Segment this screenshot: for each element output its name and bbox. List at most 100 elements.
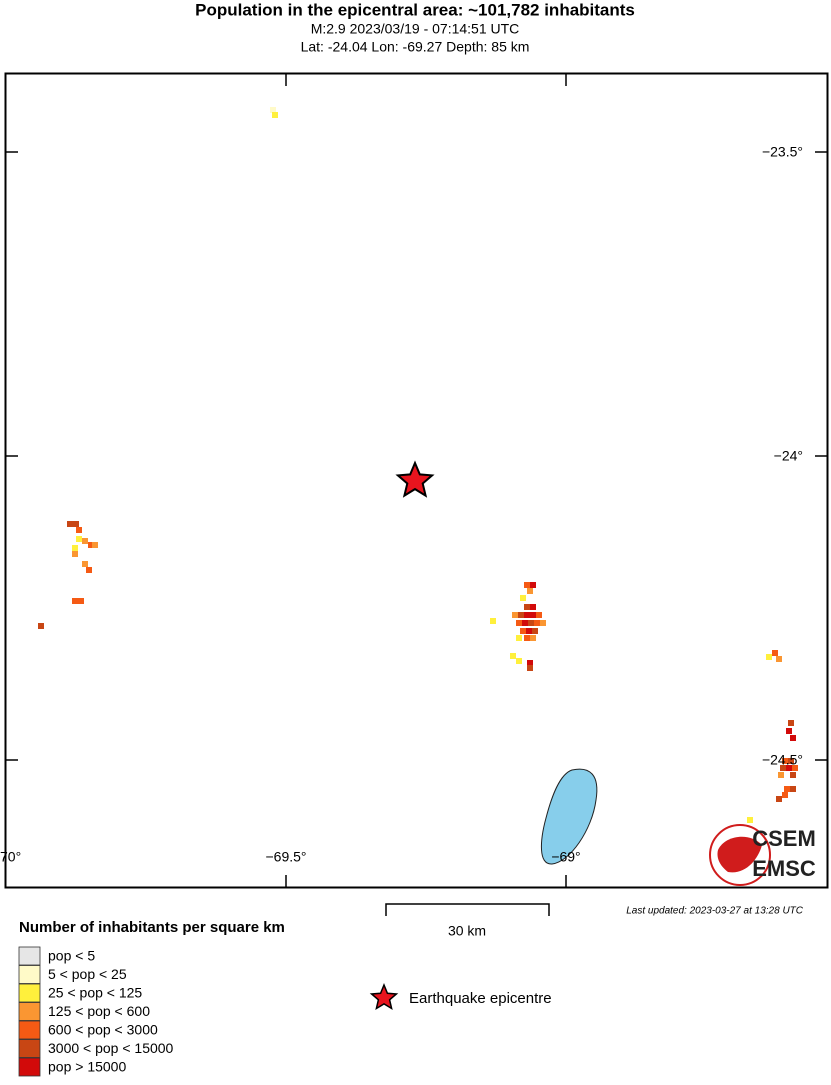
population-cell	[530, 635, 536, 641]
population-cell	[92, 542, 98, 548]
population-cell	[782, 792, 788, 798]
population-cell	[530, 612, 536, 618]
population-cell	[76, 536, 82, 542]
legend-swatch	[18, 965, 41, 984]
lat-label: −24°	[774, 448, 803, 464]
legend-label: pop > 15000	[48, 1059, 126, 1075]
scale-bar	[385, 903, 550, 916]
population-cell	[527, 660, 533, 666]
population-cell	[790, 735, 796, 741]
legend-star	[369, 983, 399, 1011]
population-cell	[527, 588, 533, 594]
population-cell	[534, 620, 540, 626]
population-cell	[510, 653, 516, 659]
population-cell	[530, 604, 536, 610]
lon-label: 70°	[0, 849, 21, 865]
logo-shape	[717, 836, 762, 873]
population-cell	[520, 595, 526, 601]
legend-label: 5 < pop < 25	[48, 966, 127, 982]
population-cell	[788, 758, 794, 764]
legend-label: 600 < pop < 3000	[48, 1022, 158, 1038]
updated: Last updated: 2023-03-27 at 13:28 UTC	[626, 906, 804, 917]
population-cell	[72, 545, 78, 551]
population-cell	[790, 772, 796, 778]
population-cell	[790, 786, 796, 792]
population-cell	[786, 728, 792, 734]
legend-title: Number of inhabitants per square km	[19, 919, 285, 936]
population-cell	[776, 656, 782, 662]
population-cell	[524, 604, 530, 610]
legend-label: 125 < pop < 600	[48, 1003, 150, 1019]
population-cell	[72, 551, 78, 557]
population-cell	[78, 598, 84, 604]
ticks	[5, 73, 828, 888]
logo: CSEM EMSC	[709, 824, 816, 886]
legend: pop < 5 5 < pop < 25 25 < pop < 125 125 < p…	[18, 946, 174, 1077]
epicentre-star	[395, 460, 435, 498]
legend-swatch	[18, 1020, 41, 1040]
population-cell	[86, 567, 92, 573]
population-cell	[540, 620, 546, 626]
population-cell	[788, 720, 794, 726]
population-cell	[527, 665, 533, 671]
population-cell	[38, 623, 44, 629]
legend-swatch	[18, 983, 41, 1003]
population-cell	[76, 527, 82, 533]
lat-label: −23.5°	[762, 144, 803, 160]
population-cell	[784, 786, 790, 792]
map-frame	[4, 72, 829, 889]
population-cell	[272, 112, 278, 118]
population-cell	[520, 628, 526, 634]
population-layer	[38, 107, 798, 823]
lon-label: −69°	[551, 849, 580, 865]
logo-text: EMSC	[752, 856, 816, 881]
legend-label: pop < 5	[48, 948, 95, 964]
population-cell	[524, 635, 530, 641]
population-cell	[524, 612, 530, 618]
population-cell	[490, 618, 496, 624]
population-cell	[526, 628, 532, 634]
population-cell	[516, 635, 522, 641]
population-cell	[73, 521, 79, 527]
legend-label: 3000 < pop < 15000	[48, 1040, 174, 1056]
legend-epicentre: Earthquake epicentre	[409, 990, 552, 1007]
population-cell	[518, 612, 524, 618]
population-cell	[82, 538, 88, 544]
population-cell	[72, 598, 78, 604]
scale-label: 30 km	[448, 923, 486, 939]
subtitle: M:2.9 2023/03/19 - 07:14:51 UTC	[311, 21, 520, 37]
population-cell	[88, 542, 94, 548]
logo-text: CSEM	[752, 826, 816, 851]
lon-label: −69.5°	[265, 849, 306, 865]
population-cell	[772, 650, 778, 656]
population-cell	[747, 817, 753, 823]
population-cell	[512, 612, 518, 618]
population-cell	[532, 628, 538, 634]
title: Population in the epicentral area: ~101,…	[195, 0, 635, 19]
population-cell	[524, 582, 530, 588]
population-cell	[522, 620, 528, 626]
population-cell	[516, 620, 522, 626]
population-cell	[536, 612, 542, 618]
population-cell	[67, 521, 73, 527]
lake	[541, 768, 598, 865]
population-cell	[776, 796, 782, 802]
population-cell	[516, 658, 522, 664]
location: Lat: -24.04 Lon: -69.27 Depth: 85 km	[301, 39, 530, 55]
population-cell	[782, 758, 788, 764]
population-cell	[528, 620, 534, 626]
lat-label: −24.5°	[762, 752, 803, 768]
population-cell	[82, 561, 88, 567]
population-cell	[766, 654, 772, 660]
population-cell	[778, 772, 784, 778]
population-cell	[786, 765, 792, 771]
legend-label: 25 < pop < 125	[48, 985, 142, 1001]
legend-swatch	[18, 1039, 41, 1058]
population-cell	[530, 582, 536, 588]
legend-swatch	[18, 1002, 41, 1021]
legend-swatch	[18, 946, 41, 966]
population-cell	[270, 107, 276, 113]
population-cell	[780, 765, 786, 771]
